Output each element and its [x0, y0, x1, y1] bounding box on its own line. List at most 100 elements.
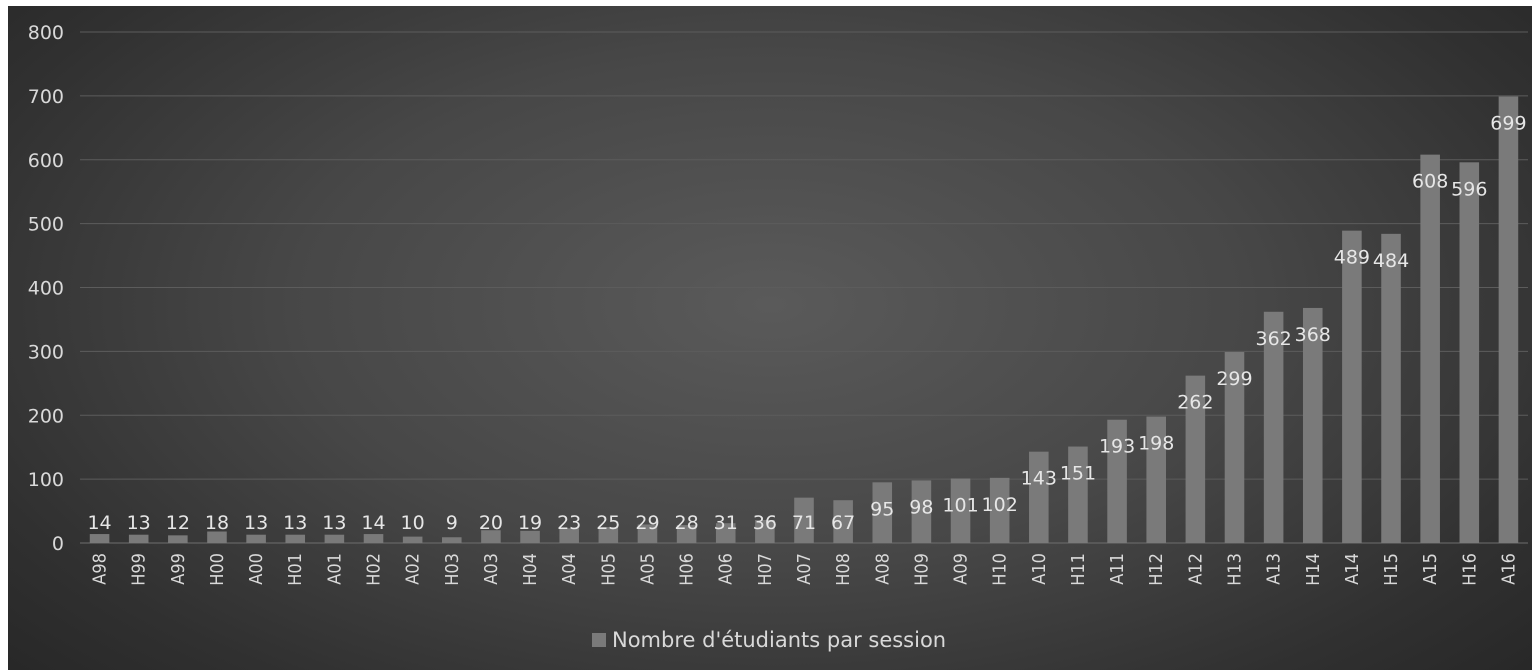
x-tick-label: A11 — [1107, 553, 1128, 585]
bar-h08 — [833, 500, 853, 543]
bar-a09 — [950, 478, 971, 543]
bar-h06 — [676, 525, 697, 543]
x-tick-label: A10 — [1029, 553, 1050, 585]
x-tick-label: A09 — [951, 553, 972, 585]
x-tick-label: A15 — [1420, 553, 1441, 585]
bar-h00 — [207, 531, 227, 543]
data-label: 13 — [322, 512, 346, 534]
y-tick-label: 300 — [28, 341, 64, 363]
x-tick-label: A01 — [324, 553, 345, 585]
x-tick-label: H11 — [1068, 553, 1089, 586]
data-label: 198 — [1138, 433, 1174, 455]
x-tick-label: A08 — [872, 553, 893, 585]
bar-h14 — [1302, 307, 1323, 543]
y-tick-label: 500 — [28, 214, 64, 236]
data-label: 95 — [870, 498, 894, 520]
data-label: 151 — [1060, 463, 1096, 485]
x-tick-label: H09 — [911, 553, 932, 586]
data-label: 608 — [1412, 171, 1448, 193]
y-tick-label: 100 — [28, 469, 64, 491]
bar-h99 — [128, 534, 149, 543]
bar-a99 — [168, 535, 188, 543]
bar-a07 — [794, 497, 814, 543]
data-label: 71 — [792, 512, 816, 534]
x-tick-label: H00 — [207, 553, 228, 586]
bar-a10 — [1029, 451, 1049, 543]
bar-h09 — [911, 480, 932, 543]
y-tick-label: 400 — [28, 278, 64, 300]
gridlines — [80, 31, 1528, 544]
data-label: 596 — [1451, 178, 1487, 200]
data-labels: 14 13 12 18 13 13 13 14 10 9 20 19 23 25 29 28 31 36 71 67 9… — [87, 113, 1526, 534]
y-axis: 0 100 200 300 400 500 600 700 800 — [28, 22, 64, 555]
x-tick-label: H16 — [1459, 553, 1480, 586]
x-tick-label: A05 — [637, 553, 658, 585]
bar-a06 — [715, 523, 736, 543]
data-label: 14 — [361, 512, 385, 534]
bar-h07 — [755, 520, 775, 543]
data-label: 262 — [1177, 392, 1213, 414]
bar-h15 — [1381, 233, 1401, 543]
x-tick-label: H99 — [129, 553, 150, 586]
bar-h12 — [1146, 416, 1166, 543]
data-label: 12 — [166, 512, 190, 534]
data-label: 484 — [1373, 250, 1409, 272]
bar-h03 — [442, 537, 462, 543]
legend-swatch — [592, 633, 606, 647]
x-tick-label: A04 — [559, 553, 580, 585]
data-label: 28 — [675, 512, 699, 534]
data-label: 299 — [1216, 368, 1252, 390]
x-tick-label: H08 — [833, 553, 854, 586]
bar-chart: 0 100 200 300 400 500 600 700 800 14 13 12 18 13 13 13… — [28, 22, 1528, 652]
data-label: 362 — [1255, 328, 1291, 350]
bar-a03 — [481, 530, 501, 543]
x-tick-label: A06 — [716, 553, 737, 585]
data-label: 368 — [1295, 324, 1331, 346]
y-tick-label: 200 — [28, 405, 64, 427]
data-label: 489 — [1334, 247, 1370, 269]
x-tick-label: H06 — [677, 553, 698, 586]
y-tick-label: 800 — [28, 22, 64, 44]
data-label: 13 — [127, 512, 151, 534]
x-tick-label: H04 — [520, 553, 541, 586]
x-tick-label: H12 — [1146, 553, 1167, 586]
bar-a05 — [637, 524, 658, 543]
bar-h16 — [1459, 162, 1480, 543]
x-tick-label: A12 — [1185, 553, 1206, 585]
x-tick-label: A13 — [1264, 553, 1285, 585]
data-label: 10 — [401, 512, 425, 534]
x-tick-label: H01 — [285, 553, 306, 586]
data-label: 25 — [596, 512, 620, 534]
bar-a02 — [402, 536, 423, 543]
data-label: 20 — [479, 512, 503, 534]
x-axis: A98 H99 A99 H00 A00 H01 A01 H02 A02 H03 A03 H04 A04 H… — [90, 553, 1520, 586]
data-label: 67 — [831, 512, 855, 534]
bar-a11 — [1107, 419, 1127, 543]
y-tick-label: 600 — [28, 150, 64, 172]
x-tick-label: H10 — [990, 553, 1011, 586]
x-tick-label: A00 — [246, 553, 267, 585]
legend: Nombre d'étudiants par session — [592, 628, 946, 652]
data-label: 14 — [87, 512, 111, 534]
data-label: 101 — [942, 494, 978, 516]
x-tick-label: A98 — [90, 553, 111, 585]
bar-h11 — [1068, 446, 1088, 543]
x-tick-label: H05 — [598, 553, 619, 586]
data-label: 102 — [982, 494, 1018, 516]
x-tick-label: H02 — [364, 553, 385, 586]
data-label: 18 — [205, 512, 229, 534]
bar-a98 — [89, 534, 110, 543]
x-tick-label: A03 — [481, 553, 502, 585]
y-tick-label: 0 — [52, 533, 64, 555]
data-label: 9 — [446, 512, 458, 534]
x-tick-label: A07 — [794, 553, 815, 585]
bar-a12 — [1185, 375, 1206, 543]
x-tick-label: A99 — [168, 553, 189, 585]
chart-area: 0 100 200 300 400 500 600 700 800 14 13 12 18 13 13 13… — [8, 6, 1532, 670]
data-label: 36 — [753, 512, 777, 534]
x-tick-label: A14 — [1342, 553, 1363, 585]
data-label: 29 — [635, 512, 659, 534]
x-tick-label: A16 — [1498, 553, 1519, 585]
y-tick-label: 700 — [28, 86, 64, 108]
bar-a16 — [1498, 96, 1519, 544]
